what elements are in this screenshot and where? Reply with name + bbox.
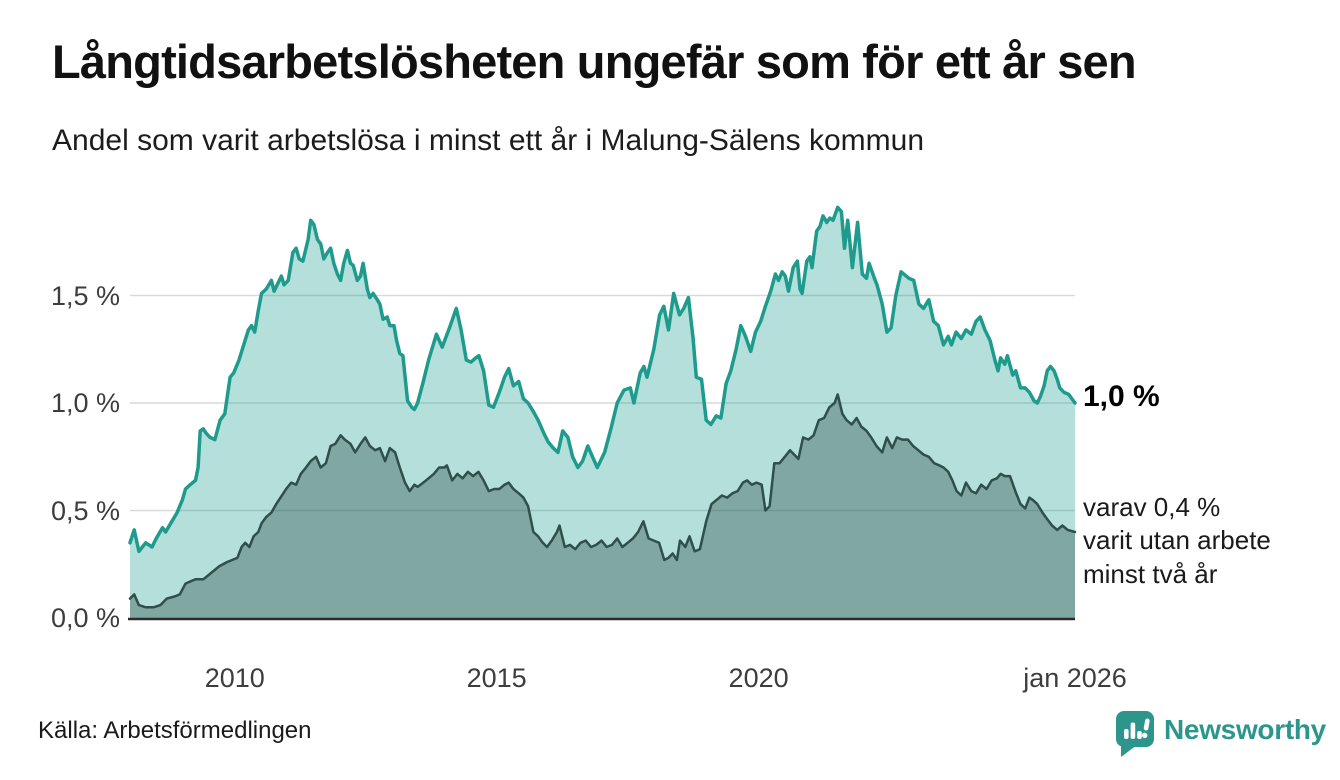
series-line-unemployed_min_one_year	[128, 205, 1077, 554]
bar-chart-speech-bubble-icon	[1116, 711, 1154, 757]
page-title: Långtidsarbetslösheten ungefär som för e…	[52, 35, 1137, 88]
page-subtitle: Andel som varit arbetslösa i minst ett å…	[52, 124, 925, 157]
latest-value-label: 1,0 %	[1083, 380, 1160, 413]
newsworthy-wordmark: Newsworthy	[1164, 714, 1326, 745]
two-year-annotation-label: varav 0,4 % varit utan arbete minst två …	[1083, 492, 1271, 589]
series-area-unemployed_min_one_year	[130, 207, 1075, 618]
source-credit: Källa: Arbetsförmedlingen	[38, 717, 312, 744]
newsworthy-logo: Newsworthy	[1114, 708, 1326, 758]
series-area-unemployed_min_two_years	[130, 394, 1075, 618]
series-line-unemployed_min_two_years	[128, 393, 1077, 609]
